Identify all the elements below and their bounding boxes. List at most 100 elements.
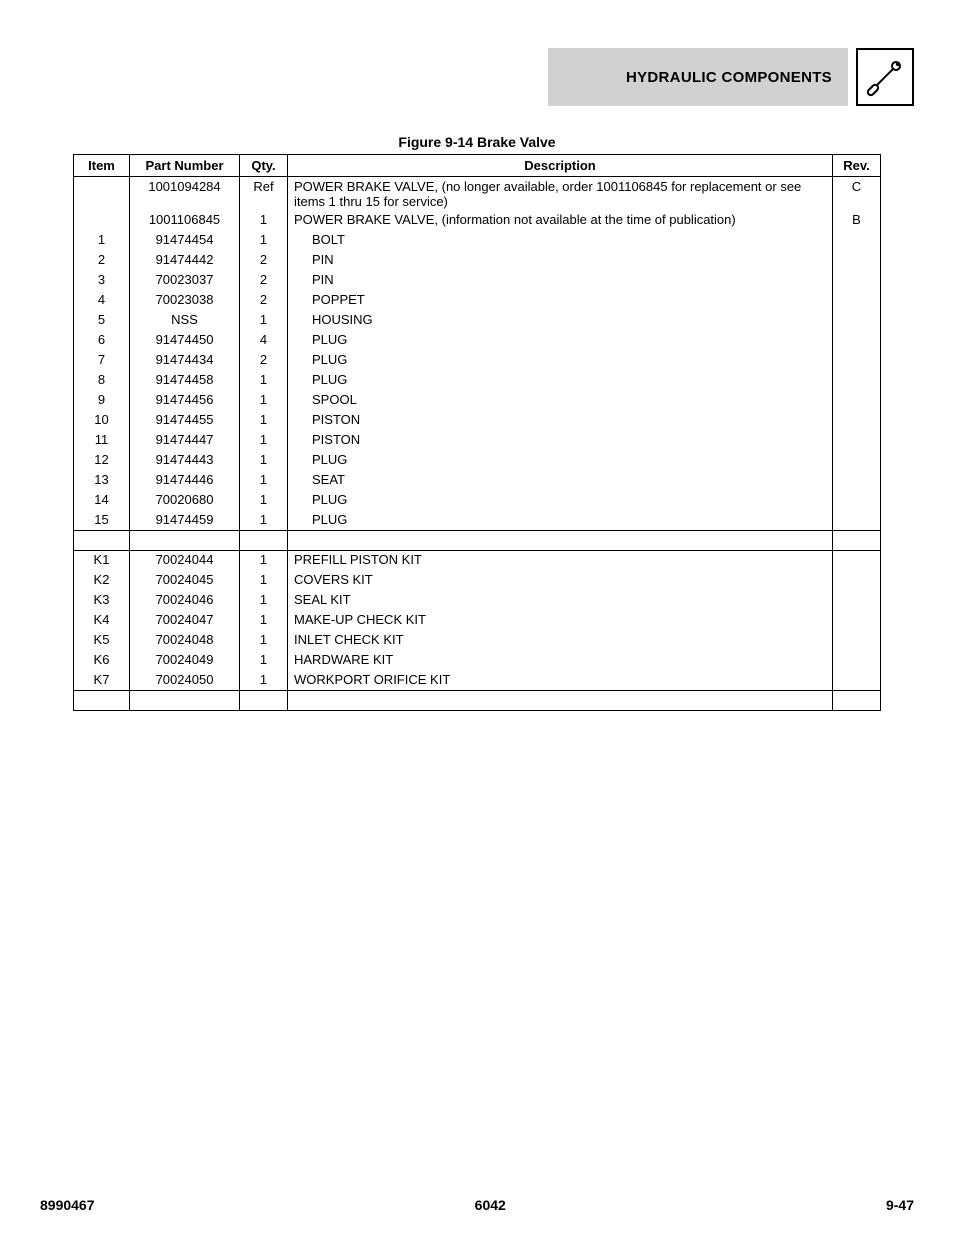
section-title-text: HYDRAULIC COMPONENTS: [626, 69, 832, 86]
cell-desc: HARDWARE KIT: [288, 650, 833, 670]
cell-desc: PREFILL PISTON KIT: [288, 550, 833, 570]
screwdriver-icon: [863, 55, 907, 99]
cell-desc: PIN: [288, 270, 833, 290]
cell-qty: 1: [240, 370, 288, 390]
cell-desc: SPOOL: [288, 390, 833, 410]
cell-desc: BOLT: [288, 230, 833, 250]
cell-rev: [833, 310, 881, 330]
cell-item: K4: [74, 610, 130, 630]
cell-rev: B: [833, 210, 881, 230]
cell-part: 70024050: [130, 670, 240, 690]
cell-qty: 1: [240, 310, 288, 330]
cell-rev: [833, 570, 881, 590]
cell-item: 2: [74, 250, 130, 270]
table-row: 10011068451POWER BRAKE VALVE, (informati…: [74, 210, 881, 230]
cell-rev: [833, 370, 881, 390]
cell-desc: COVERS KIT: [288, 570, 833, 590]
header-bar: HYDRAULIC COMPONENTS: [40, 48, 914, 106]
cell-qty: 1: [240, 650, 288, 670]
cell-part: 70023037: [130, 270, 240, 290]
cell-desc: HOUSING: [288, 310, 833, 330]
cell-part: 91474447: [130, 430, 240, 450]
section-icon-box: [856, 48, 914, 106]
table-row: 5NSS1HOUSING: [74, 310, 881, 330]
cell-item: 5: [74, 310, 130, 330]
cell-qty: 4: [240, 330, 288, 350]
cell-item: K6: [74, 650, 130, 670]
cell-rev: [833, 350, 881, 370]
cell-rev: [833, 250, 881, 270]
cell-rev: [833, 410, 881, 430]
cell-part: 1001106845: [130, 210, 240, 230]
cell-part: 70024048: [130, 630, 240, 650]
cell-item: 12: [74, 450, 130, 470]
cell-desc: INLET CHECK KIT: [288, 630, 833, 650]
cell-desc: POWER BRAKE VALVE, (no longer available,…: [288, 177, 833, 211]
cell-part: 70024047: [130, 610, 240, 630]
table-row: K4700240471MAKE-UP CHECK KIT: [74, 610, 881, 630]
cell-part: NSS: [130, 310, 240, 330]
cell-rev: [833, 670, 881, 690]
cell-part: 91474442: [130, 250, 240, 270]
cell-part: 91474455: [130, 410, 240, 430]
cell-item: K1: [74, 550, 130, 570]
cell-part: 70024049: [130, 650, 240, 670]
cell-qty: 1: [240, 490, 288, 510]
table-spacer: [74, 530, 881, 550]
cell-qty: 1: [240, 450, 288, 470]
table-row: 10914744551PISTON: [74, 410, 881, 430]
cell-item: [74, 210, 130, 230]
cell-qty: 1: [240, 230, 288, 250]
table-row: K7700240501WORKPORT ORIFICE KIT: [74, 670, 881, 690]
cell-desc: PISTON: [288, 430, 833, 450]
cell-qty: 1: [240, 670, 288, 690]
cell-qty: Ref: [240, 177, 288, 211]
cell-desc: PLUG: [288, 350, 833, 370]
cell-rev: [833, 330, 881, 350]
col-rev: Rev.: [833, 155, 881, 177]
table-row: K1700240441PREFILL PISTON KIT: [74, 550, 881, 570]
cell-desc: PLUG: [288, 330, 833, 350]
cell-rev: [833, 550, 881, 570]
cell-qty: 1: [240, 550, 288, 570]
cell-item: 13: [74, 470, 130, 490]
table-row: 9914744561SPOOL: [74, 390, 881, 410]
cell-item: 14: [74, 490, 130, 510]
cell-rev: [833, 610, 881, 630]
col-item: Item: [74, 155, 130, 177]
cell-item: 10: [74, 410, 130, 430]
cell-desc: POWER BRAKE VALVE, (information not avai…: [288, 210, 833, 230]
cell-part: 70024045: [130, 570, 240, 590]
cell-desc: PISTON: [288, 410, 833, 430]
cell-rev: [833, 650, 881, 670]
cell-qty: 1: [240, 390, 288, 410]
table-row: 1001094284RefPOWER BRAKE VALVE, (no long…: [74, 177, 881, 211]
cell-item: K3: [74, 590, 130, 610]
footer-right: 9-47: [886, 1197, 914, 1213]
cell-rev: C: [833, 177, 881, 211]
cell-part: 70024046: [130, 590, 240, 610]
cell-item: 9: [74, 390, 130, 410]
cell-desc: SEAT: [288, 470, 833, 490]
cell-qty: 1: [240, 590, 288, 610]
cell-item: 4: [74, 290, 130, 310]
cell-item: K2: [74, 570, 130, 590]
cell-desc: MAKE-UP CHECK KIT: [288, 610, 833, 630]
cell-desc: SEAL KIT: [288, 590, 833, 610]
table-row: 7914744342PLUG: [74, 350, 881, 370]
cell-desc: WORKPORT ORIFICE KIT: [288, 670, 833, 690]
cell-qty: 1: [240, 430, 288, 450]
cell-rev: [833, 270, 881, 290]
cell-item: 15: [74, 510, 130, 530]
cell-qty: 2: [240, 350, 288, 370]
figure-title: Figure 9-14 Brake Valve: [40, 134, 914, 150]
cell-qty: 1: [240, 630, 288, 650]
cell-qty: 1: [240, 410, 288, 430]
cell-qty: 1: [240, 510, 288, 530]
table-row: 11914744471PISTON: [74, 430, 881, 450]
cell-qty: 1: [240, 570, 288, 590]
table-header-row: Item Part Number Qty. Description Rev.: [74, 155, 881, 177]
cell-desc: PLUG: [288, 370, 833, 390]
cell-part: 91474459: [130, 510, 240, 530]
table-row: 4700230382POPPET: [74, 290, 881, 310]
